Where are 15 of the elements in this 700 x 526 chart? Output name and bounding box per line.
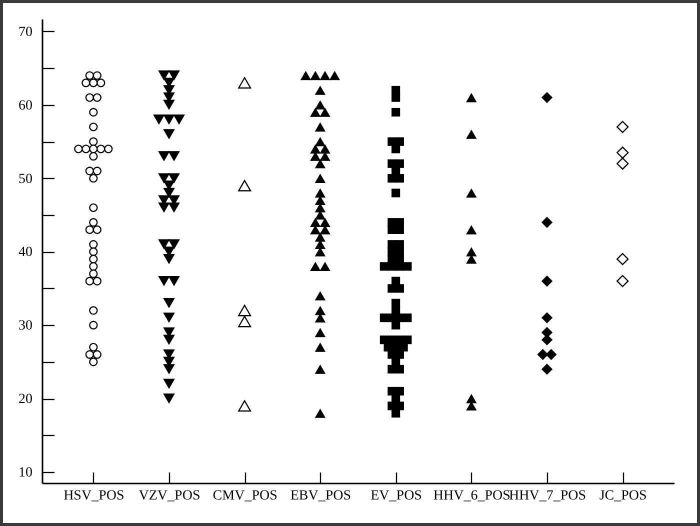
x-tick-label: CMV_POS [212, 488, 278, 504]
y-tick-label: 40 [18, 245, 32, 260]
x-tick-label: EV_POS [370, 488, 422, 504]
x-tick-label: VZV_POS [138, 488, 200, 504]
x-tick-label: JC_POS [599, 488, 647, 504]
x-tick-label: HHV_6_POS [433, 488, 510, 504]
x-tick-label: HSV_POS [64, 488, 124, 504]
y-tick-label: 10 [18, 465, 32, 480]
x-tick-label: EBV_POS [290, 488, 352, 504]
y-tick-label: 70 [18, 24, 32, 40]
x-tick-label: HHV_7_POS [508, 488, 586, 504]
y-tick-label: 60 [18, 98, 32, 114]
y-tick-label: 50 [18, 172, 32, 187]
y-tick-label: 20 [18, 392, 32, 408]
y-tick-label: 30 [18, 318, 32, 334]
